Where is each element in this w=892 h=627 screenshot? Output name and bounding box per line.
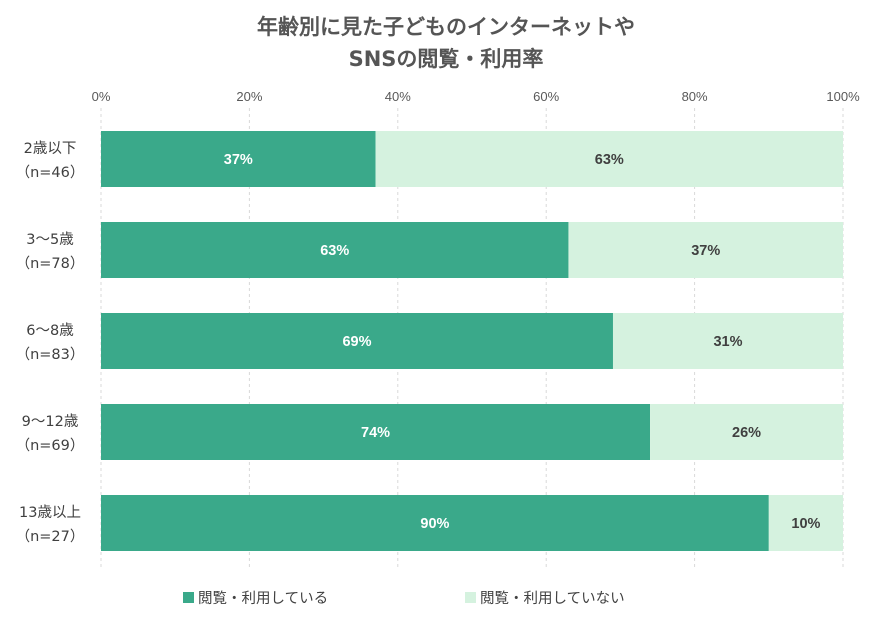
category-label: 9～12歳 — [22, 413, 79, 430]
bar-used — [101, 313, 613, 369]
category-label: 6～8歳 — [26, 322, 73, 339]
data-label: 69% — [342, 334, 371, 350]
data-label: 37% — [224, 152, 253, 168]
category-sample-size: （n=27） — [16, 528, 85, 545]
bars: 37% 63% 63% 37% 69% 31% 74% 26% 90% 10% — [101, 131, 843, 551]
category-sample-size: （n=46） — [16, 164, 85, 181]
data-label: 90% — [420, 516, 449, 532]
legend-swatch — [465, 592, 476, 603]
category-label: 13歳以上 — [19, 504, 81, 521]
category-labels: 2歳以下 （n=46） 3～5歳 （n=78） 6～8歳 （n=83） 9～12歳 （n=69… — [16, 140, 85, 545]
x-tick-label: 40% — [385, 89, 411, 104]
legend-swatch — [183, 592, 194, 603]
category-sample-size: （n=69） — [16, 437, 85, 454]
legend: 閲覧・利用している 閲覧・利用していない — [183, 590, 625, 607]
data-label: 74% — [361, 425, 390, 441]
x-axis-ticks: 0% 20% 40% 60% 80% 100% — [92, 89, 860, 104]
data-label: 63% — [595, 152, 624, 168]
x-tick-label: 100% — [826, 89, 860, 104]
bar-not-used — [568, 222, 843, 278]
chart-title-line-1: 年齢別に見た子どものインターネットや — [257, 15, 635, 39]
legend-label: 閲覧・利用していない — [480, 590, 625, 607]
category-sample-size: （n=78） — [16, 255, 85, 272]
chart-title-line-2: SNSの閲覧・利用率 — [349, 47, 544, 71]
data-label: 37% — [691, 243, 720, 259]
data-label: 63% — [320, 243, 349, 259]
legend-label: 閲覧・利用している — [198, 590, 328, 607]
bar-not-used — [650, 404, 843, 460]
category-label: 2歳以下 — [24, 140, 77, 157]
data-label: 10% — [791, 516, 820, 532]
bar-used — [101, 222, 569, 278]
x-tick-label: 80% — [682, 89, 708, 104]
bar-used — [101, 131, 376, 187]
x-tick-label: 60% — [533, 89, 559, 104]
bar-not-used — [612, 313, 843, 369]
bar-not-used — [375, 131, 843, 187]
x-tick-label: 20% — [236, 89, 262, 104]
data-label: 26% — [732, 425, 761, 441]
x-tick-label: 0% — [92, 89, 111, 104]
category-sample-size: （n=83） — [16, 346, 85, 363]
category-label: 3～5歳 — [26, 231, 73, 248]
bar-used — [101, 404, 651, 460]
bar-used — [101, 495, 769, 551]
bar-not-used — [768, 495, 843, 551]
data-label: 31% — [713, 334, 742, 350]
